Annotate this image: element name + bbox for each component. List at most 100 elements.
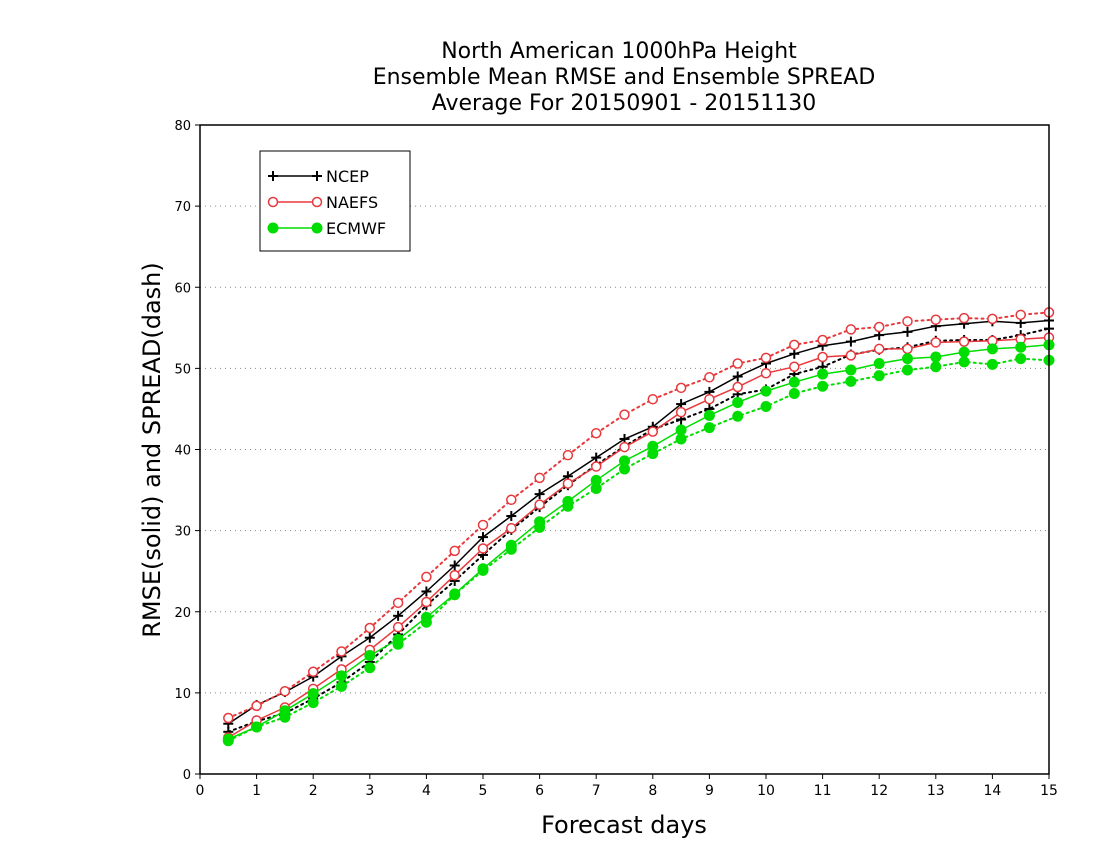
point-ecmwf-spread (336, 680, 347, 692)
point-naefs-rmse (590, 461, 602, 472)
point-naefs-spread (675, 382, 687, 394)
point-naefs-spread (930, 314, 942, 325)
y-tick-label: 80 (174, 119, 191, 134)
x-tick-label: 3 (365, 783, 374, 799)
point-ncep-rmse (393, 610, 404, 621)
point-naefs-rmse (902, 343, 913, 355)
point-naefs-rmse (732, 381, 743, 393)
y-tick-label: 0 (183, 768, 191, 783)
point-ecmwf-rmse (619, 455, 630, 467)
point-naefs-rmse (675, 406, 687, 418)
point-naefs-spread (902, 316, 913, 327)
point-naefs-spread (223, 712, 234, 724)
point-naefs-rmse (392, 621, 404, 633)
point-ecmwf-spread (845, 375, 857, 387)
legend-item-naefs: NAEFS (267, 193, 378, 212)
x-tick-label: 10 (757, 783, 775, 799)
point-ecmwf-rmse (732, 396, 744, 408)
point-ecmwf-rmse (845, 364, 857, 376)
point-naefs-rmse (477, 543, 489, 554)
legend-marker-ecmwf (311, 222, 323, 234)
legend-item-ecmwf: ECMWF (267, 219, 386, 238)
point-ecmwf-rmse (251, 721, 263, 733)
point-ecmwf-spread (1015, 353, 1027, 365)
point-naefs-rmse (534, 499, 545, 510)
point-naefs-spread (477, 519, 489, 531)
legend-label-naefs: NAEFS (326, 193, 378, 212)
point-naefs-spread (958, 312, 970, 324)
point-ncep-rmse (902, 326, 913, 337)
y-tick-label: 20 (174, 606, 191, 621)
legend-item-ncep: NCEP (268, 167, 369, 186)
point-ecmwf-rmse (902, 353, 913, 365)
point-ecmwf-spread (817, 380, 829, 392)
point-naefs-spread (845, 324, 857, 335)
point-naefs-spread (732, 358, 743, 369)
line-ncep-spread (227, 327, 1050, 733)
point-naefs-rmse (817, 351, 828, 363)
legend-marker-naefs (311, 196, 323, 208)
point-naefs-spread (704, 372, 715, 383)
point-naefs-spread (392, 597, 404, 609)
legend-label-ncep: NCEP (326, 167, 369, 186)
point-naefs-rmse (930, 337, 942, 348)
point-naefs-rmse (421, 596, 432, 608)
point-ecmwf-rmse (986, 343, 998, 355)
y-tick-label: 50 (174, 362, 191, 377)
point-ecmwf-spread (703, 422, 715, 434)
point-ecmwf-rmse (279, 705, 291, 717)
point-naefs-rmse (449, 569, 460, 581)
point-naefs-spread (336, 646, 347, 657)
point-ecmwf-spread (958, 356, 970, 368)
point-ecmwf-rmse (477, 563, 489, 575)
y-tick-label: 40 (174, 444, 191, 459)
x-tick-label: 2 (309, 783, 318, 799)
x-tick-label: 5 (479, 783, 488, 799)
point-ecmwf-rmse (505, 539, 517, 551)
point-ecmwf-rmse (222, 733, 234, 745)
legend-marker-ncep (312, 171, 322, 181)
point-naefs-rmse (562, 478, 574, 489)
point-ecmwf-rmse (817, 368, 829, 380)
point-ecmwf-rmse (703, 409, 715, 421)
point-ecmwf-rmse (788, 376, 800, 388)
point-ecmwf-rmse (534, 516, 546, 528)
point-naefs-rmse (760, 367, 772, 379)
point-ncep-rmse (789, 348, 800, 359)
legend-box (259, 150, 411, 252)
point-naefs-rmse (789, 361, 800, 373)
point-ecmwf-rmse (420, 611, 432, 623)
x-tick-label: 0 (196, 783, 205, 799)
line-naefs-rmse (227, 336, 1050, 739)
point-naefs-rmse (873, 343, 885, 355)
point-ecmwf-spread (873, 370, 885, 382)
point-naefs-spread (789, 339, 800, 351)
point-ecmwf-spread (364, 662, 376, 674)
point-ncep-rmse (364, 632, 375, 643)
point-ecmwf-rmse (647, 440, 659, 452)
chart-title: North American 1000hPa Height Ensemble M… (373, 39, 876, 116)
x-tick-label: 13 (927, 783, 945, 799)
point-ecmwf-spread (902, 364, 913, 376)
point-naefs-spread (307, 666, 319, 678)
series-layer (222, 307, 1055, 747)
point-ecmwf-rmse (392, 633, 404, 645)
point-naefs-spread (647, 393, 659, 405)
point-naefs-rmse (647, 426, 659, 437)
title-line-2: Ensemble Mean RMSE and Ensemble SPREAD (373, 65, 876, 90)
point-ncep-rmse (421, 586, 432, 597)
point-ncep-rmse (478, 532, 488, 543)
point-naefs-spread (987, 313, 998, 325)
point-ecmwf-rmse (873, 358, 885, 370)
point-naefs-spread (421, 571, 432, 583)
point-naefs-rmse (958, 336, 970, 347)
point-naefs-rmse (704, 393, 715, 405)
point-naefs-spread (619, 409, 630, 420)
y-axis-label: RMSE(solid) and SPREAD(dash) (138, 262, 166, 638)
x-tick-label: 14 (983, 783, 1001, 799)
point-naefs-spread (873, 321, 885, 333)
point-naefs-spread (590, 428, 602, 439)
point-ecmwf-spread (732, 410, 744, 422)
